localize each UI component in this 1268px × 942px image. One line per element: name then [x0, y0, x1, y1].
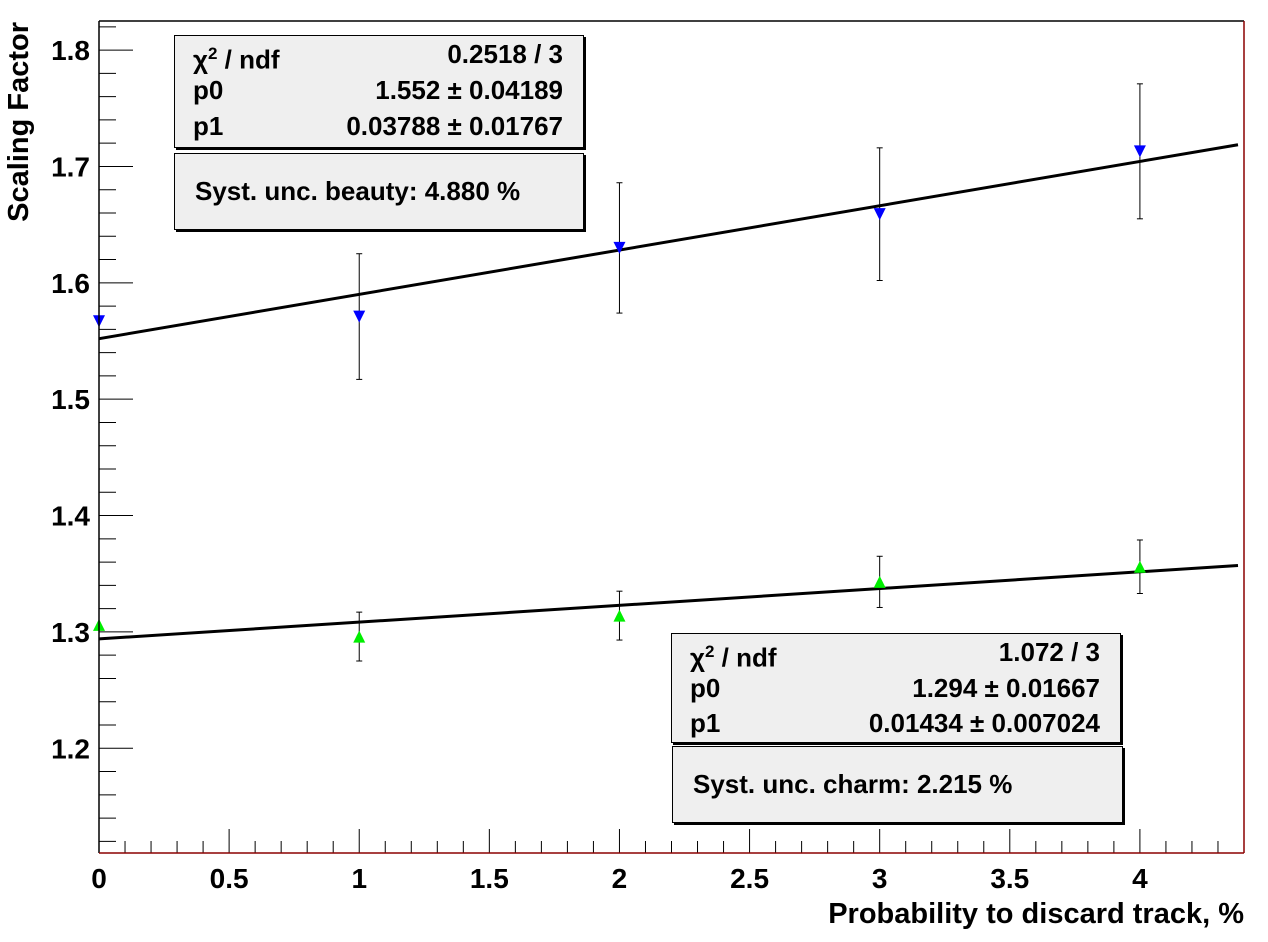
stats-row-p1: p1 0.01434 ± 0.007024	[690, 706, 1100, 740]
chi-symbol: χ	[193, 44, 208, 75]
axis-ticks	[98, 26, 1245, 853]
x-tick-label: 2.5	[730, 863, 769, 894]
x-tick-label: 2	[612, 863, 628, 894]
stats-key-p0: p0	[193, 75, 224, 105]
y-tick-label: 1.5	[51, 384, 90, 415]
beauty-data-point	[873, 208, 886, 221]
y-tick-label: 1.7	[51, 151, 90, 182]
syst-unc-charm-text: Syst. unc. charm: 2.215 %	[693, 769, 1013, 799]
stats-row-p1: p1 0.03788 ± 0.01767	[193, 109, 563, 143]
chi-superscript: 2	[704, 642, 715, 661]
stats-key-p1: p1	[690, 708, 721, 738]
y-axis-label: Scaling Factor	[3, 22, 35, 222]
y-tick-label: 1.3	[51, 617, 90, 648]
beauty-data-point	[353, 310, 366, 323]
axis-tick-labels: 0 0.5 1 1.5 2 2.5 3 3.5 4 1.2 1.3 1.4 1.5 1.6 1.7 1.8	[51, 35, 1148, 894]
x-axis-label: Probability to discard track, %	[828, 898, 1244, 930]
chi-superscript: 2	[207, 44, 218, 63]
x-tick-label: 3.5	[990, 863, 1029, 894]
charm-data-point	[873, 575, 886, 588]
fit-stats-box-beauty: χ2 / ndf 0.2518 / 3 p0 1.552 ± 0.04189 p…	[174, 35, 584, 148]
stats-key-ndf: / ndf	[217, 44, 280, 75]
x-tick-label: 4	[1132, 863, 1148, 894]
stats-key-p0: p0	[690, 673, 721, 703]
fit-line	[98, 143, 1239, 341]
syst-unc-beauty-box: Syst. unc. beauty: 4.880 %	[174, 153, 584, 230]
stats-value-chi2: 1.072 / 3	[998, 637, 1100, 667]
stats-value-p1: 0.03788 ± 0.01767	[346, 111, 563, 141]
y-tick-label: 1.2	[51, 733, 90, 764]
beauty-data-point	[613, 241, 626, 254]
x-tick-label: 0.5	[210, 863, 249, 894]
fit-lines	[98, 143, 1239, 641]
y-tick-label: 1.8	[51, 35, 90, 66]
x-tick-label: 1.5	[470, 863, 509, 894]
stats-row-chi2: χ2 / ndf 0.2518 / 3	[193, 37, 563, 75]
beauty-data-point	[1133, 145, 1146, 158]
stats-key-p1: p1	[193, 111, 224, 141]
chi-symbol: χ	[690, 642, 705, 673]
charm-data-point	[353, 630, 366, 643]
charm-data-point	[1133, 560, 1146, 573]
charm-data-point	[613, 609, 626, 622]
syst-unc-charm-box: Syst. unc. charm: 2.215 %	[672, 746, 1123, 823]
stats-row-p0: p0 1.552 ± 0.04189	[193, 73, 563, 107]
syst-unc-beauty-text: Syst. unc. beauty: 4.880 %	[195, 176, 521, 206]
stats-value-p0: 1.552 ± 0.04189	[375, 75, 563, 105]
stats-value-p0: 1.294 ± 0.01667	[912, 673, 1100, 703]
stats-value-p1: 0.01434 ± 0.007024	[868, 708, 1100, 738]
x-tick-label: 0	[91, 863, 107, 894]
stats-key-ndf: / ndf	[714, 642, 777, 673]
stats-row-p0: p0 1.294 ± 0.01667	[690, 671, 1100, 705]
fit-stats-box-charm: χ2 / ndf 1.072 / 3 p0 1.294 ± 0.01667 p1…	[671, 633, 1121, 743]
x-tick-label: 1	[351, 863, 367, 894]
x-tick-label: 3	[872, 863, 888, 894]
y-tick-label: 1.6	[51, 268, 90, 299]
y-tick-label: 1.4	[51, 501, 90, 532]
stats-row-chi2: χ2 / ndf 1.072 / 3	[690, 635, 1100, 673]
stats-value-chi2: 0.2518 / 3	[447, 39, 563, 69]
fit-line	[98, 563, 1239, 641]
